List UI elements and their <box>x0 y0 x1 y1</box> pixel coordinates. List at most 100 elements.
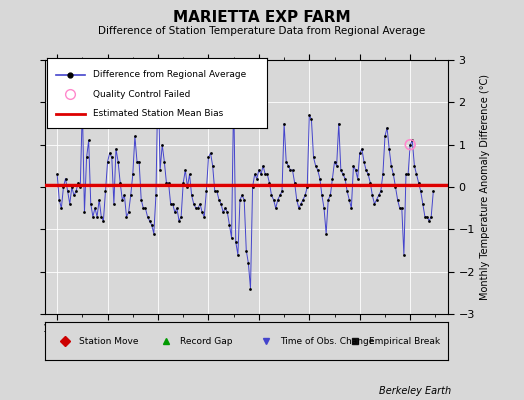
Point <box>267 192 276 199</box>
Point <box>271 205 280 211</box>
Point <box>417 188 425 194</box>
Point <box>86 201 95 207</box>
Point <box>194 205 202 211</box>
Point <box>211 188 219 194</box>
Point <box>192 205 200 211</box>
Point <box>135 158 143 165</box>
Point <box>309 154 318 160</box>
Point <box>221 205 230 211</box>
Point <box>303 184 311 190</box>
Point <box>370 201 379 207</box>
Point <box>128 171 137 178</box>
Point <box>89 214 97 220</box>
Point <box>181 167 190 173</box>
Point <box>402 171 410 178</box>
Point <box>332 163 341 169</box>
Point <box>133 158 141 165</box>
Point <box>377 188 385 194</box>
Point <box>72 188 80 194</box>
Point <box>412 171 421 178</box>
Point <box>297 201 305 207</box>
Point <box>107 154 116 160</box>
Point <box>137 196 145 203</box>
Point <box>421 214 429 220</box>
Point <box>343 188 352 194</box>
Text: Estimated Station Mean Bias: Estimated Station Mean Bias <box>93 110 224 118</box>
Point <box>53 171 61 178</box>
Point <box>55 196 63 203</box>
Text: Difference from Regional Average: Difference from Regional Average <box>93 70 247 79</box>
Point <box>406 142 414 148</box>
Point <box>301 192 309 199</box>
Point <box>253 175 261 182</box>
Point <box>165 180 173 186</box>
Point <box>280 120 288 127</box>
Point <box>76 184 84 190</box>
Point <box>190 201 198 207</box>
Point <box>286 167 294 173</box>
Point <box>105 150 114 156</box>
Point <box>391 184 400 190</box>
Point <box>366 180 375 186</box>
Point <box>292 196 301 203</box>
Point <box>225 222 234 228</box>
Point <box>328 175 336 182</box>
Point <box>419 201 427 207</box>
Point <box>408 137 417 144</box>
Point <box>217 201 225 207</box>
Point <box>429 188 438 194</box>
Point <box>315 175 324 182</box>
Point <box>143 214 151 220</box>
Point <box>336 167 345 173</box>
Point <box>103 158 112 165</box>
Point <box>339 171 347 178</box>
Point <box>290 180 299 186</box>
Text: Station Move: Station Move <box>79 336 138 346</box>
Point <box>257 171 265 178</box>
Point <box>311 163 320 169</box>
Point <box>385 146 394 152</box>
Text: Record Gap: Record Gap <box>180 336 232 346</box>
Point <box>305 112 313 118</box>
Point <box>423 214 431 220</box>
Point <box>185 171 194 178</box>
Point <box>118 196 126 203</box>
Point <box>350 163 358 169</box>
Point <box>238 192 246 199</box>
Point <box>244 260 253 266</box>
Point <box>362 167 370 173</box>
Point <box>148 222 156 228</box>
Point <box>322 230 330 237</box>
Point <box>162 180 171 186</box>
Point <box>57 205 66 211</box>
Point <box>101 188 110 194</box>
Point <box>360 158 368 165</box>
Point <box>150 230 158 237</box>
Point <box>232 239 240 245</box>
Point <box>198 209 206 216</box>
Point <box>213 188 221 194</box>
Point <box>124 209 133 216</box>
Point <box>93 214 101 220</box>
Point <box>120 192 128 199</box>
Point <box>204 154 213 160</box>
Point <box>95 196 103 203</box>
Point <box>78 103 86 110</box>
Point <box>406 142 414 148</box>
Point <box>396 205 404 211</box>
Point <box>248 184 257 190</box>
Point <box>404 171 412 178</box>
Point <box>259 163 267 169</box>
Point <box>80 209 89 216</box>
Point <box>156 167 165 173</box>
Point <box>171 209 179 216</box>
Point <box>126 192 135 199</box>
Point <box>154 74 162 80</box>
Point <box>234 252 242 258</box>
Point <box>318 192 326 199</box>
Point <box>240 196 248 203</box>
Point <box>345 196 353 203</box>
Point <box>278 188 286 194</box>
Point <box>255 167 263 173</box>
Point <box>274 196 282 203</box>
